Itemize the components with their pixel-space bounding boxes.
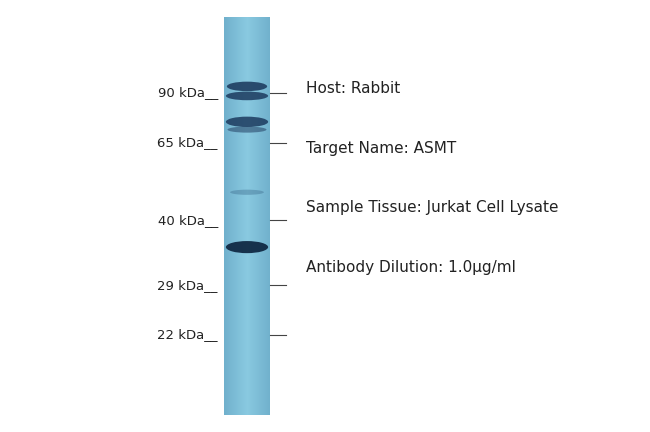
Text: Host: Rabbit: Host: Rabbit bbox=[306, 81, 400, 96]
Text: 90 kDa__: 90 kDa__ bbox=[157, 86, 218, 99]
Text: 22 kDa__: 22 kDa__ bbox=[157, 328, 218, 341]
Ellipse shape bbox=[227, 127, 266, 133]
Ellipse shape bbox=[226, 241, 268, 253]
Ellipse shape bbox=[227, 82, 267, 91]
Text: 29 kDa__: 29 kDa__ bbox=[157, 279, 218, 292]
Text: Antibody Dilution: 1.0μg/ml: Antibody Dilution: 1.0μg/ml bbox=[306, 260, 515, 275]
Text: Target Name: ASMT: Target Name: ASMT bbox=[306, 141, 456, 156]
Text: Sample Tissue: Jurkat Cell Lysate: Sample Tissue: Jurkat Cell Lysate bbox=[306, 200, 558, 215]
Ellipse shape bbox=[226, 117, 268, 127]
Ellipse shape bbox=[230, 190, 264, 195]
Text: 65 kDa__: 65 kDa__ bbox=[157, 136, 218, 149]
Ellipse shape bbox=[226, 92, 268, 100]
Text: 40 kDa__: 40 kDa__ bbox=[157, 214, 218, 227]
